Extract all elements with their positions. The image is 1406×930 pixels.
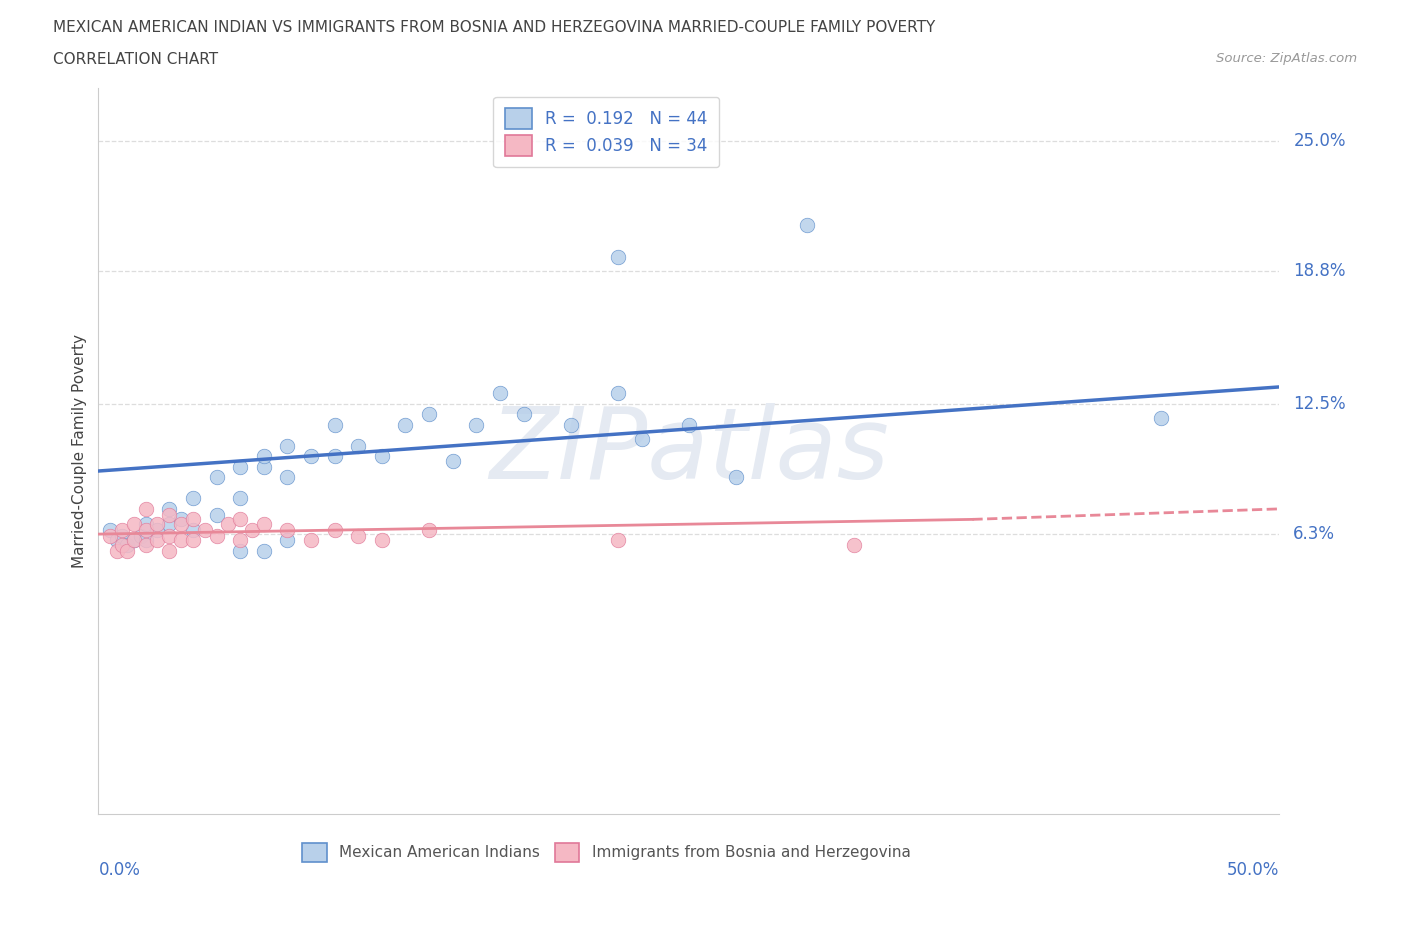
Point	[170, 516, 193, 531]
Point	[229, 512, 252, 526]
Point	[607, 533, 630, 548]
Point	[205, 470, 228, 485]
Point	[229, 491, 252, 506]
Point	[441, 453, 464, 468]
Point	[217, 516, 239, 531]
Point	[465, 418, 488, 432]
Text: 25.0%: 25.0%	[1294, 132, 1346, 150]
Point	[181, 512, 204, 526]
Point	[276, 523, 298, 538]
Legend: Mexican American Indians, Immigrants from Bosnia and Herzegovina: Mexican American Indians, Immigrants fro…	[297, 837, 917, 868]
Point	[122, 533, 145, 548]
Text: Source: ZipAtlas.com: Source: ZipAtlas.com	[1216, 52, 1357, 65]
Point	[229, 459, 252, 474]
Point	[135, 538, 157, 552]
Point	[253, 459, 276, 474]
Point	[105, 533, 128, 548]
Point	[489, 386, 512, 401]
Point	[347, 529, 370, 544]
Point	[276, 470, 298, 485]
Point	[146, 523, 169, 538]
Point	[157, 543, 180, 558]
Text: 0.0%: 0.0%	[98, 861, 141, 879]
Point	[630, 432, 652, 447]
Point	[323, 418, 346, 432]
Point	[205, 529, 228, 544]
Point	[323, 523, 346, 538]
Point	[299, 533, 322, 548]
Point	[347, 438, 370, 453]
Point	[105, 543, 128, 558]
Text: 50.0%: 50.0%	[1227, 861, 1279, 879]
Point	[253, 449, 276, 464]
Point	[418, 406, 440, 421]
Point	[146, 516, 169, 531]
Point	[607, 249, 630, 264]
Point	[115, 543, 138, 558]
Point	[229, 533, 252, 548]
Point	[122, 533, 145, 548]
Point	[796, 218, 818, 232]
Point	[129, 529, 152, 544]
Point	[98, 529, 121, 544]
Text: MEXICAN AMERICAN INDIAN VS IMMIGRANTS FROM BOSNIA AND HERZEGOVINA MARRIED-COUPLE: MEXICAN AMERICAN INDIAN VS IMMIGRANTS FR…	[53, 20, 935, 35]
Point	[371, 533, 394, 548]
Point	[276, 533, 298, 548]
Text: ZIPatlas: ZIPatlas	[489, 403, 889, 499]
Point	[157, 501, 180, 516]
Point	[111, 538, 134, 552]
Y-axis label: Married-Couple Family Poverty: Married-Couple Family Poverty	[72, 334, 87, 568]
Point	[157, 529, 180, 544]
Point	[512, 406, 534, 421]
Point	[299, 449, 322, 464]
Point	[181, 491, 204, 506]
Point	[115, 538, 138, 552]
Point	[844, 538, 866, 552]
Point	[607, 386, 630, 401]
Point	[122, 516, 145, 531]
Point	[240, 523, 263, 538]
Point	[170, 512, 193, 526]
Point	[205, 508, 228, 523]
Point	[135, 516, 157, 531]
Point	[394, 418, 416, 432]
Point	[253, 543, 276, 558]
Point	[194, 523, 217, 538]
Text: 18.8%: 18.8%	[1294, 262, 1346, 280]
Point	[371, 449, 394, 464]
Point	[135, 533, 157, 548]
Point	[157, 508, 180, 523]
Point	[560, 418, 582, 432]
Point	[98, 523, 121, 538]
Point	[181, 533, 204, 548]
Point	[418, 523, 440, 538]
Point	[170, 533, 193, 548]
Text: 6.3%: 6.3%	[1294, 525, 1336, 543]
Point	[111, 523, 134, 538]
Point	[146, 533, 169, 548]
Point	[157, 516, 180, 531]
Point	[135, 523, 157, 538]
Point	[253, 516, 276, 531]
Point	[678, 418, 700, 432]
Text: 12.5%: 12.5%	[1294, 394, 1346, 413]
Point	[229, 543, 252, 558]
Point	[111, 529, 134, 544]
Point	[725, 470, 748, 485]
Point	[181, 523, 204, 538]
Point	[1150, 411, 1173, 426]
Point	[135, 501, 157, 516]
Point	[323, 449, 346, 464]
Text: CORRELATION CHART: CORRELATION CHART	[53, 52, 218, 67]
Point	[276, 438, 298, 453]
